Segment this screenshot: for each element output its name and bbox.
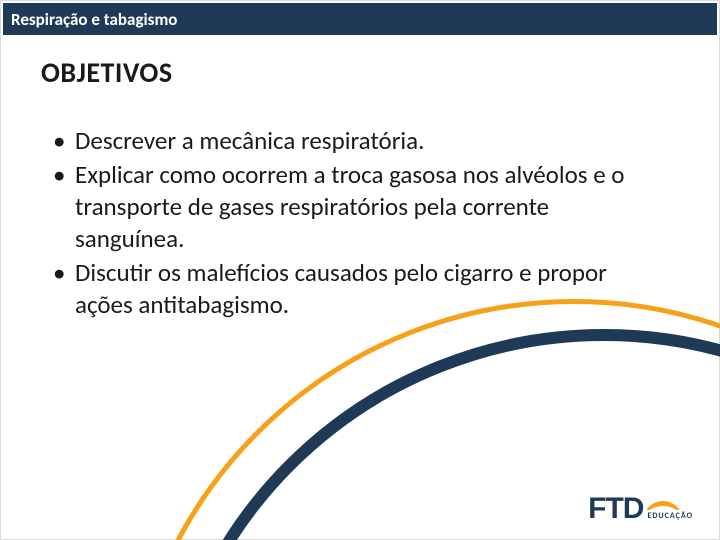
list-item: • Descrever a mecânica respiratória. — [53, 125, 659, 157]
bullet-dot-icon: • — [53, 257, 75, 321]
bullet-dot-icon: • — [53, 159, 75, 255]
bullet-dot-icon: • — [53, 125, 75, 157]
bullet-list: • Descrever a mecânica respiratória. • E… — [53, 125, 659, 323]
brand-logo: FTD EDUCAÇÃO — [588, 497, 693, 521]
section-heading: OBJETIVOS — [41, 55, 173, 90]
logo-right: EDUCAÇÃO — [647, 497, 693, 521]
logo-sub-text: EDUCAÇÃO — [647, 511, 693, 521]
header-title: Respiração e tabagismo — [11, 9, 177, 30]
slide: Respiração e tabagismo OBJETIVOS • Descr… — [0, 0, 720, 540]
logo-main-text: FTD — [588, 497, 643, 521]
swoosh-icon — [647, 497, 681, 510]
list-item-text: Descrever a mecânica respiratória. — [75, 125, 659, 157]
list-item-text: Explicar como ocorrem a troca gasosa nos… — [75, 159, 659, 255]
list-item: • Explicar como ocorrem a troca gasosa n… — [53, 159, 659, 255]
header-bar: Respiração e tabagismo — [3, 3, 717, 35]
